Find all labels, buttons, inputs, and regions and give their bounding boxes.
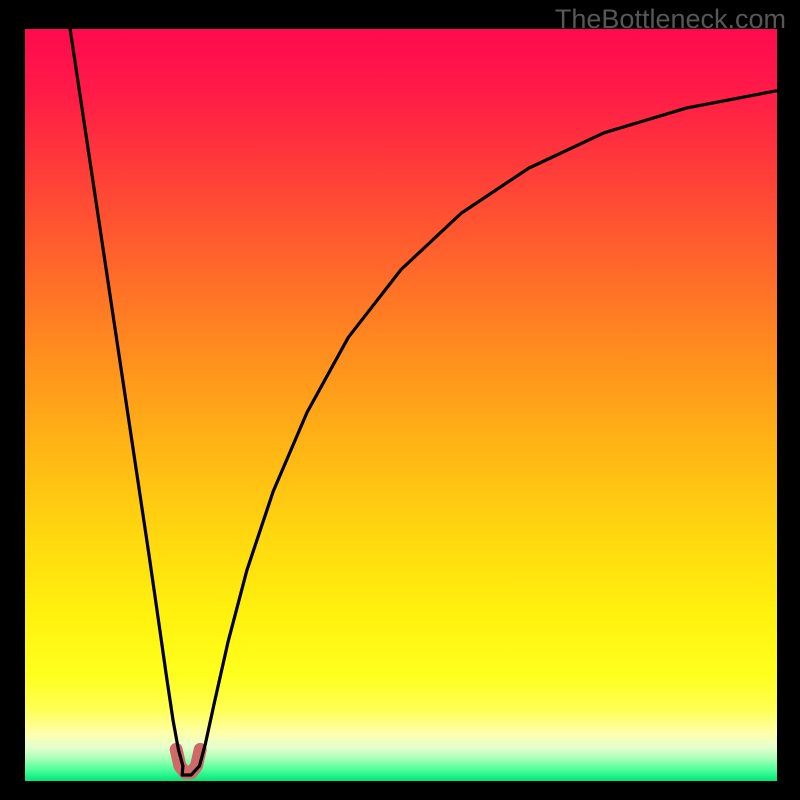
bottleneck-curve (70, 29, 777, 775)
curve-layer (25, 29, 777, 781)
watermark-text: TheBottleneck.com (555, 4, 786, 35)
chart-frame (25, 29, 777, 781)
chart-stage: TheBottleneck.com (0, 0, 800, 800)
plot-area (25, 29, 777, 781)
